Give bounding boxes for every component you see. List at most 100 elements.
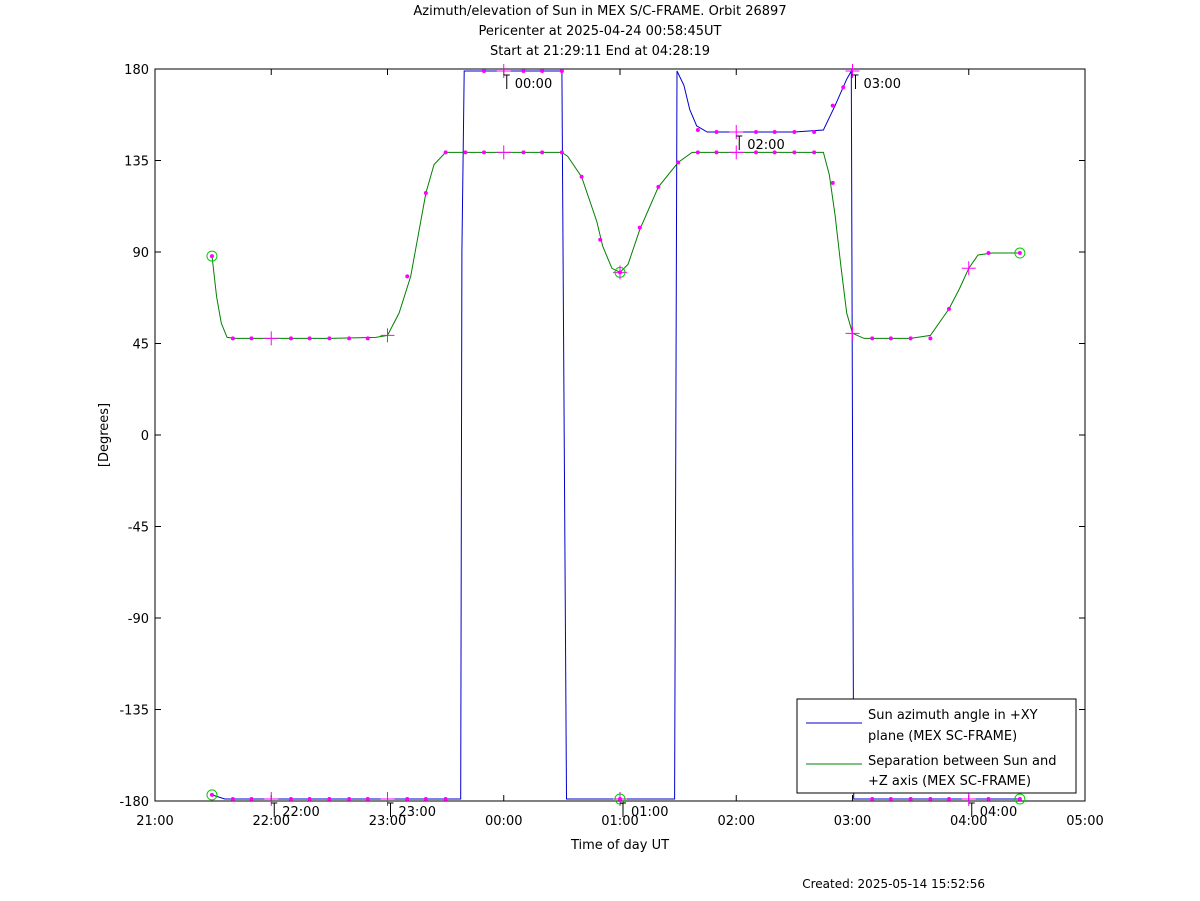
y-tick-label-8: -180: [119, 795, 149, 810]
legend-label-separation-line1: Separation between Sun and: [868, 754, 1056, 769]
minute-dot-58: [928, 336, 932, 340]
hour-cross-7: [264, 331, 278, 345]
endpoint-dot-5: [1018, 251, 1022, 255]
legend: Sun azimuth angle in +XY plane (MEX SC-F…: [797, 699, 1076, 793]
minute-dot-25: [928, 797, 932, 801]
minute-dot-35: [405, 274, 409, 278]
hour-cross-11: [729, 145, 743, 159]
legend-label-azimuth-line1: Sun azimuth angle in +XY: [868, 708, 1038, 723]
endpoint-dot-0: [210, 793, 214, 797]
hour-cross-12: [846, 326, 860, 340]
minute-dot-22: [870, 797, 874, 801]
annotation-pointer-5: [853, 75, 859, 89]
legend-label-separation-line2: +Z axis (MEX SC-FRAME): [868, 774, 1031, 789]
minute-dot-54: [831, 181, 835, 185]
y-tick-label-4: 0: [141, 429, 149, 444]
minute-dot-24: [909, 797, 913, 801]
y-tick-label-5: -45: [128, 521, 149, 536]
minute-dot-17: [773, 130, 777, 134]
minute-dot-5: [347, 797, 351, 801]
minute-dot-43: [580, 175, 584, 179]
y-axis-label: [Degrees]: [97, 403, 112, 467]
minute-dot-49: [714, 150, 718, 154]
x-tick-label-6: 03:00: [834, 814, 871, 829]
minute-dot-26: [947, 797, 951, 801]
minute-dot-27: [987, 797, 991, 801]
minute-dot-4: [327, 797, 331, 801]
annotation-pointer-4: [736, 136, 742, 150]
annotation-label-4: 02:00: [747, 138, 784, 153]
minute-dot-12: [540, 69, 544, 73]
x-tick-label-5: 02:00: [718, 814, 755, 829]
y-tick-label-1: 135: [124, 155, 149, 170]
minute-dot-32: [327, 336, 331, 340]
minute-dot-40: [522, 150, 526, 154]
hour-cross-1: [381, 792, 395, 806]
minute-dot-16: [754, 130, 758, 134]
minute-dot-21: [841, 85, 845, 89]
hour-cross-6: [962, 792, 976, 806]
minute-dot-1: [249, 797, 253, 801]
endpoint-dot-3: [618, 270, 622, 274]
minute-dot-47: [676, 161, 680, 165]
minute-dot-56: [889, 336, 893, 340]
minute-dot-30: [289, 336, 293, 340]
annotation-label-0: 22:00: [282, 805, 319, 820]
minute-dot-20: [831, 104, 835, 108]
legend-label-azimuth-line2: plane (MEX SC-FRAME): [868, 729, 1017, 744]
y-tick-label-0: 180: [124, 63, 149, 78]
hour-cross-5: [846, 64, 860, 78]
x-tick-label-3: 00:00: [485, 814, 522, 829]
minute-dot-46: [656, 185, 660, 189]
minute-dot-3: [308, 797, 312, 801]
hour-cross-0: [264, 792, 278, 806]
annotation-label-1: 23:00: [399, 805, 436, 820]
endpoint-dot-4: [1018, 797, 1022, 801]
minute-dot-29: [249, 336, 253, 340]
minute-dot-41: [540, 150, 544, 154]
minute-dot-14: [696, 128, 700, 132]
minute-dot-11: [522, 69, 526, 73]
minute-dot-53: [812, 150, 816, 154]
hour-cross-4: [729, 125, 743, 139]
y-tick-label-7: -135: [119, 704, 149, 719]
minute-dot-33: [347, 336, 351, 340]
minute-dot-2: [289, 797, 293, 801]
minute-dot-7: [405, 797, 409, 801]
endpoint-dot-2: [618, 797, 622, 801]
minute-dot-59: [947, 307, 951, 311]
minute-dot-44: [598, 238, 602, 242]
series-line-1: [212, 152, 1020, 338]
x-tick-label-0: 21:00: [136, 814, 173, 829]
hour-cross-13: [962, 261, 976, 275]
minute-dot-9: [444, 797, 448, 801]
minute-dot-60: [987, 251, 991, 255]
hour-cross-9: [497, 145, 511, 159]
annotation-pointer-2: [504, 75, 510, 89]
minute-dot-31: [308, 336, 312, 340]
series-line-0: [212, 71, 1020, 799]
minute-dot-34: [366, 336, 370, 340]
hour-cross-2: [497, 64, 511, 78]
annotation-label-5: 03:00: [864, 77, 901, 92]
minute-dot-38: [463, 150, 467, 154]
minute-dot-8: [424, 797, 428, 801]
hour-cross-8: [381, 328, 395, 342]
minute-dot-37: [444, 150, 448, 154]
minute-dot-52: [792, 150, 796, 154]
annotation-label-2: 00:00: [515, 77, 552, 92]
y-tick-label-2: 90: [132, 246, 149, 261]
minute-dot-15: [714, 130, 718, 134]
minute-dot-13: [560, 69, 564, 73]
minute-dot-42: [560, 150, 564, 154]
y-tick-label-3: 45: [132, 338, 149, 353]
annotation-label-3: 01:00: [631, 805, 668, 820]
minute-dot-55: [870, 336, 874, 340]
minute-dot-6: [366, 797, 370, 801]
minute-dot-36: [424, 191, 428, 195]
minute-dot-18: [792, 130, 796, 134]
minute-dot-10: [482, 69, 486, 73]
y-tick-label-6: -90: [128, 612, 149, 627]
minute-dot-28: [231, 336, 235, 340]
